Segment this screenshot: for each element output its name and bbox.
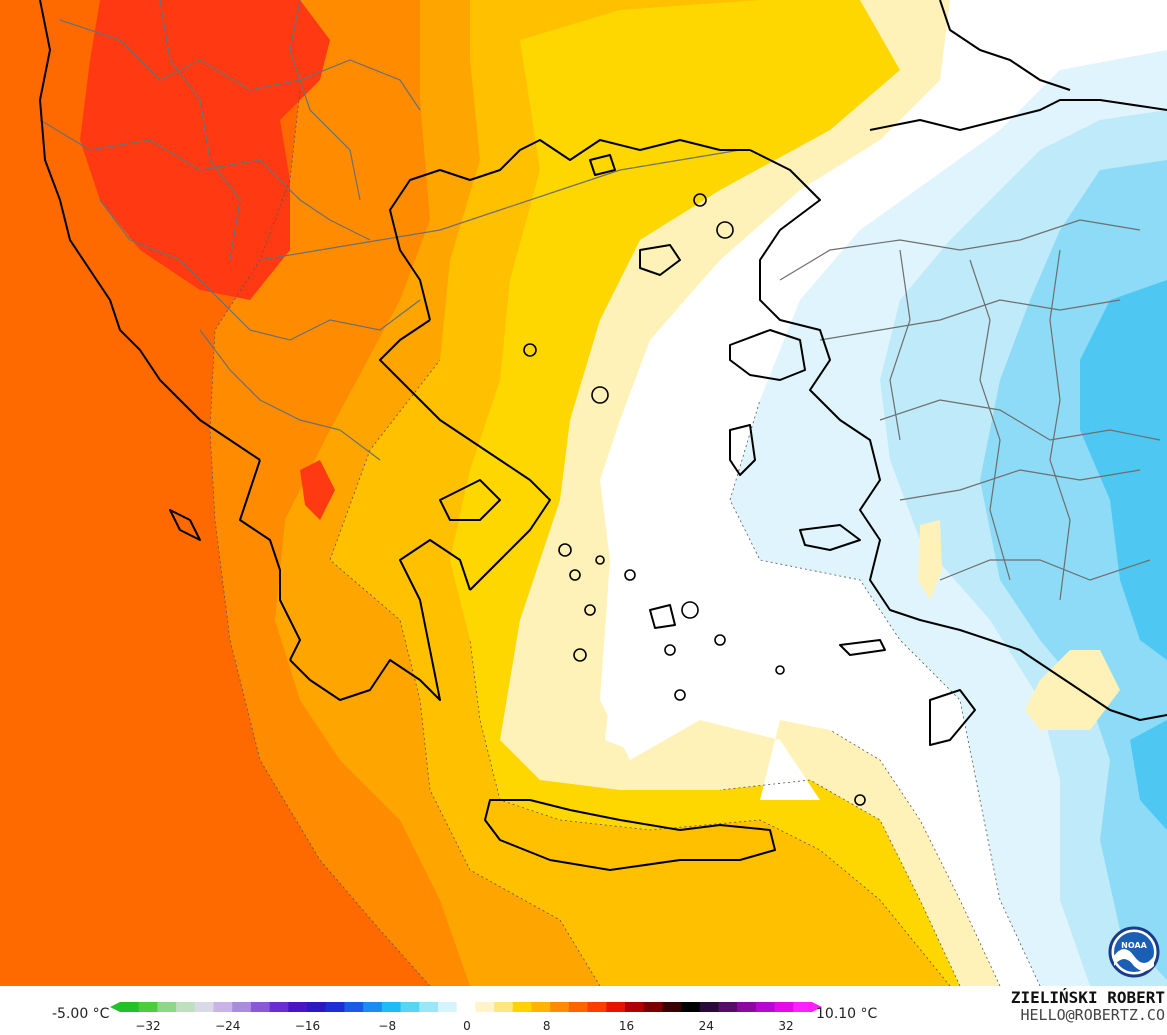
- colorbar-segment: [681, 1002, 700, 1012]
- colorbar-tick-label: 16: [619, 1019, 634, 1032]
- colorbar-segment: [251, 1002, 270, 1012]
- colorbar-segment: [588, 1002, 607, 1012]
- colorbar-segment: [232, 1002, 251, 1012]
- colorbar-tick-label: −16: [295, 1019, 320, 1032]
- colorbar-segment: [737, 1002, 756, 1012]
- colorbar-segment: [288, 1002, 307, 1012]
- colorbar-tick-label: 8: [543, 1019, 551, 1032]
- colorbar-segment: [326, 1002, 345, 1012]
- colorbar-segment: [176, 1002, 195, 1012]
- legend-footer: -5.00 °C −32 −24 −16 −8 0 8 16 24 32 10.10 °C ZI…: [0, 986, 1167, 1035]
- colorbar-segment: [344, 1002, 363, 1012]
- colorbar-segment: [195, 1002, 214, 1012]
- colorbar-segment: [644, 1002, 663, 1012]
- colorbar-tick-label: 24: [699, 1019, 714, 1032]
- colorbar-segment: [662, 1002, 681, 1012]
- colorbar-segment: [756, 1002, 775, 1012]
- colorbar-segment: [363, 1002, 382, 1012]
- colorbar: −32 −24 −16 −8 0 8 16 24 32: [110, 996, 822, 1032]
- colorbar-segment: [214, 1002, 233, 1012]
- colorbar-segment: [457, 1002, 476, 1012]
- colorbar-segment: [475, 1002, 494, 1012]
- colorbar-tick-label: −24: [215, 1019, 240, 1032]
- noaa-logo-text: NOAA: [1121, 941, 1147, 950]
- colorbar-segment: [494, 1002, 513, 1012]
- colorbar-segment: [793, 1002, 812, 1012]
- colorbar-segment: [550, 1002, 569, 1012]
- colorbar-segment: [139, 1002, 158, 1012]
- colorbar-segment: [569, 1002, 588, 1012]
- colorbar-segment: [606, 1002, 625, 1012]
- colorbar-left-arrow: [110, 1002, 120, 1012]
- colorbar-segment: [513, 1002, 532, 1012]
- colorbar-segment: [382, 1002, 401, 1012]
- colorbar-segment: [775, 1002, 794, 1012]
- noaa-logo: NOAA: [1110, 928, 1158, 976]
- colorbar-segment: [120, 1002, 139, 1012]
- colorbar-segment: [625, 1002, 644, 1012]
- colorbar-tick-label: −32: [135, 1019, 160, 1032]
- colorbar-segment: [307, 1002, 326, 1012]
- temperature-map: NOAA: [0, 0, 1167, 986]
- colorbar-segment: [700, 1002, 719, 1012]
- legend-min-value: -5.00 °C: [52, 1006, 109, 1022]
- colorbar-tick-label: 0: [463, 1019, 471, 1032]
- legend-max-value: 10.10 °C: [816, 1006, 877, 1022]
- colorbar-segment: [419, 1002, 438, 1012]
- colorbar-segment: [531, 1002, 550, 1012]
- colorbar-segment: [270, 1002, 289, 1012]
- credit-name: ZIELIŃSKI ROBERT: [1011, 988, 1165, 1007]
- colorbar-segment: [438, 1002, 457, 1012]
- colorbar-segment: [718, 1002, 737, 1012]
- colorbar-tick-label: −8: [378, 1019, 396, 1032]
- credit-email: HELLO@ROBERTZ.CO: [1021, 1006, 1166, 1024]
- colorbar-segment: [401, 1002, 420, 1012]
- colorbar-segment: [157, 1002, 176, 1012]
- colorbar-tick-label: 32: [778, 1019, 793, 1032]
